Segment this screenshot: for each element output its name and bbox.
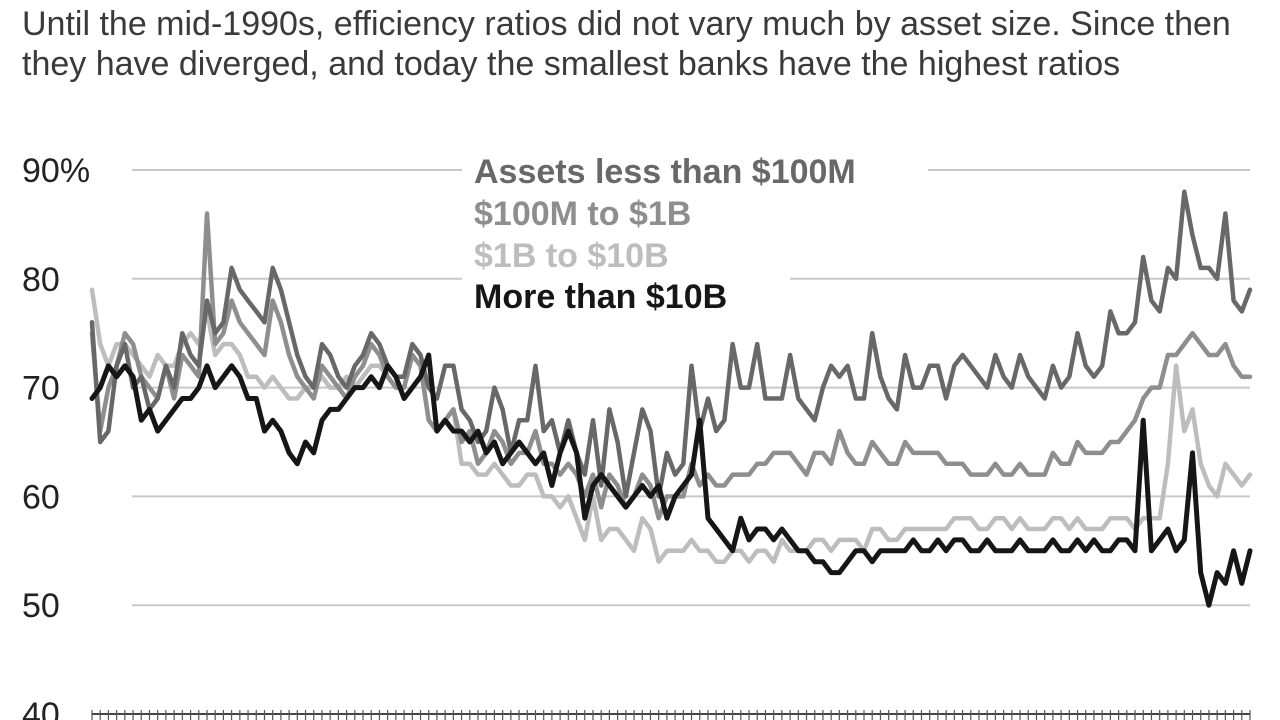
y-tick-label-40: 40 xyxy=(22,696,60,720)
legend-label-4: More than $10B xyxy=(474,278,727,316)
legend-label-3: $1B to $10B xyxy=(474,237,669,275)
series-line-4 xyxy=(89,352,1253,608)
chart-subtitle: Until the mid-1990s, efficiency ratios d… xyxy=(22,5,1231,83)
legend: Assets less than $100M $100M to $1B $1B to… xyxy=(474,153,856,316)
y-tick-label-60: 60 xyxy=(22,478,60,516)
series-line-3 xyxy=(89,287,1253,564)
y-tick-label-50: 50 xyxy=(22,587,60,625)
y-tick-label-70: 70 xyxy=(22,370,60,408)
series-line-2 xyxy=(89,211,1253,521)
x-axis xyxy=(91,710,1251,720)
y-tick-label-90: 90% xyxy=(22,152,90,190)
legend-label-1: Assets less than $100M xyxy=(474,153,856,191)
y-tick-label-80: 80 xyxy=(22,261,60,299)
y-axis-tick-labels: 90% 80 70 60 50 40 xyxy=(22,152,90,720)
series-lines xyxy=(89,189,1253,608)
series-line-1 xyxy=(89,189,1253,499)
legend-label-2: $100M to $1B xyxy=(474,195,691,233)
